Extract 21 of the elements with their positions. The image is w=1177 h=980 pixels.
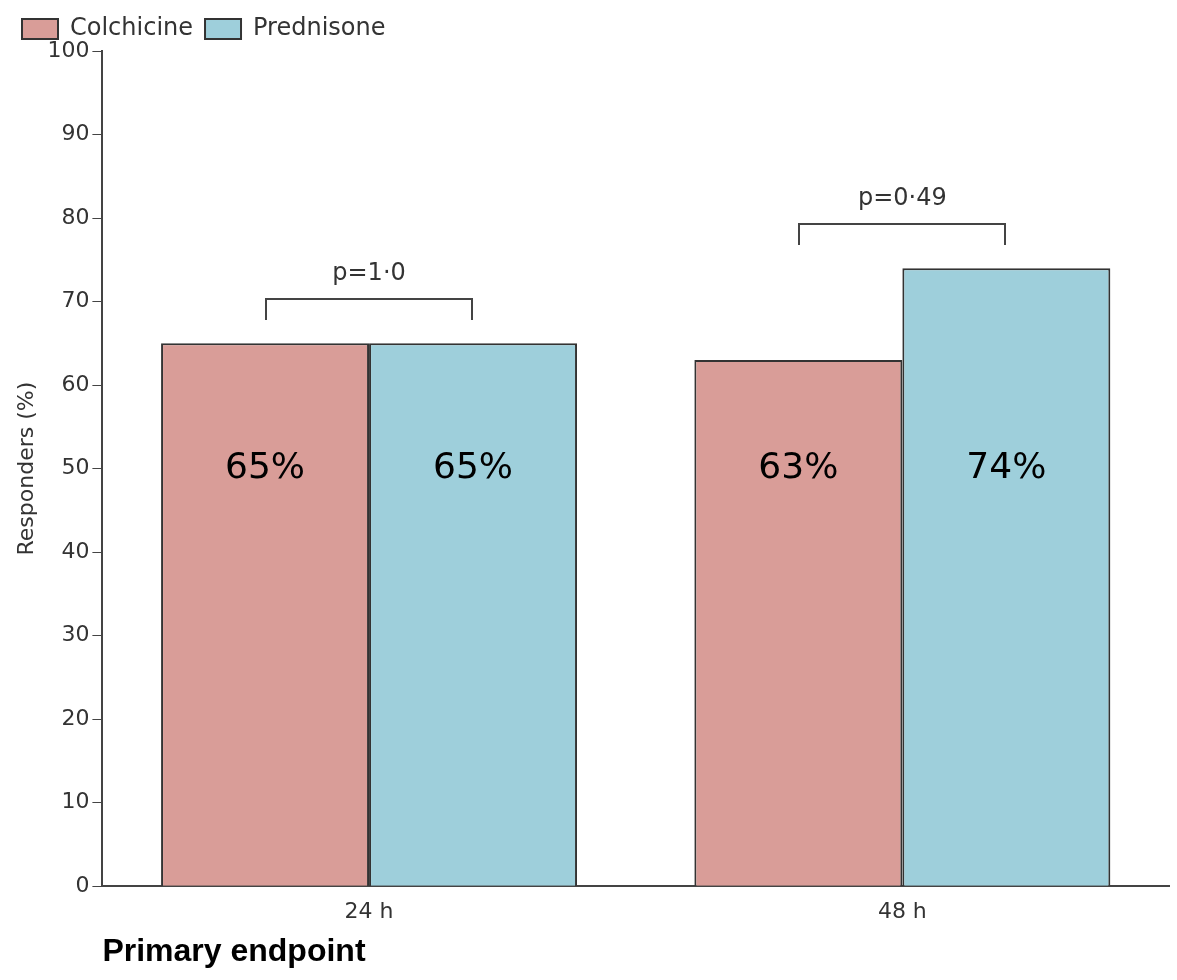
annotation: p=1·0 [332, 258, 406, 287]
y-tick-label: 20 [61, 704, 90, 730]
y-tick-label: 0 [75, 871, 90, 897]
x-tick-label: 48 h [877, 898, 927, 924]
data-label: 65% [433, 444, 514, 486]
data-label: 74% [966, 444, 1047, 486]
y-tick-label: 70 [61, 287, 90, 313]
y-tick-label: 60 [61, 370, 90, 396]
y-axis-title: Responders (%) [12, 381, 38, 556]
data-label: 63% [758, 444, 839, 486]
x-tick-label: 24 h [344, 898, 394, 924]
data-label: 65% [225, 444, 306, 486]
y-tick-label: 30 [61, 621, 90, 647]
annotation: p=0·49 [857, 183, 947, 212]
y-tick-label: 80 [61, 203, 90, 229]
y-tick-label: 10 [61, 788, 90, 814]
x-axis-title: Primary endpoint [102, 931, 366, 968]
y-tick-label: 50 [61, 454, 90, 480]
y-tick-label: 90 [61, 120, 90, 146]
y-tick-label: 40 [61, 537, 90, 563]
legend-label: Prednisone [253, 13, 386, 42]
